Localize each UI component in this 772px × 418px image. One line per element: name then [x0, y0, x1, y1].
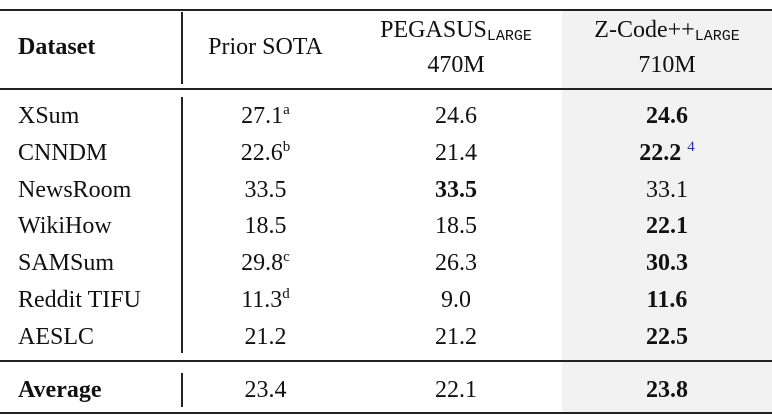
- footnote-mark: a: [283, 102, 290, 118]
- cell-value: 11.3: [241, 287, 283, 313]
- cell: 23.4: [244, 377, 287, 403]
- cell-value: WikiHow: [18, 213, 112, 240]
- cell: CNNDM: [18, 138, 107, 168]
- header-cell: Prior SOTA: [208, 34, 323, 60]
- cell: 21.4: [350, 138, 562, 168]
- cell-value: XSum: [18, 103, 80, 129]
- cell: 24.6: [562, 101, 772, 131]
- cell-value: NewsRoom: [18, 176, 132, 203]
- cell: AESLC: [18, 322, 94, 352]
- header-cell: PEGASUSLARGE: [350, 15, 562, 45]
- cell: 30.3: [562, 248, 772, 278]
- footnote-mark: d: [282, 286, 290, 302]
- cell-value: 9.0: [441, 287, 471, 313]
- cell-value: 22.1: [646, 213, 688, 240]
- bottom-rule: [0, 412, 772, 414]
- cell-value: 18.5: [435, 213, 477, 240]
- model-subscript: LARGE: [694, 28, 740, 45]
- cell: SAMSum: [18, 248, 114, 278]
- cell: 33.5: [350, 175, 562, 205]
- cell: XSum: [18, 101, 79, 131]
- cell: 18.5: [350, 211, 562, 241]
- cell: WikiHow: [18, 211, 112, 241]
- column-divider: [181, 373, 183, 407]
- average-rule: [0, 360, 772, 362]
- cell: 26.3: [350, 248, 562, 278]
- column-divider: [181, 97, 183, 353]
- cell: 21.2: [350, 322, 562, 352]
- cell: 24.6: [350, 101, 562, 131]
- cell: 33.5: [181, 175, 350, 205]
- cell: 22.1: [562, 211, 772, 241]
- column-divider: [181, 12, 183, 84]
- cell-value: 11.6: [646, 287, 688, 313]
- top-rule: [0, 9, 772, 11]
- cell-value: 24.6: [646, 103, 688, 129]
- cell-value: 22.2: [639, 139, 682, 166]
- cell-value: 21.2: [244, 323, 287, 350]
- cell-value: 33.5: [244, 176, 287, 203]
- cell: 11.6: [562, 285, 772, 315]
- cell-value: 27.1: [241, 103, 284, 129]
- cell: 18.5: [181, 211, 350, 241]
- cell: 9.0: [350, 285, 562, 315]
- cell-value: AESLC: [18, 323, 95, 350]
- cell-value: Reddit TIFU: [18, 287, 141, 313]
- cell-value: 33.1: [646, 176, 688, 203]
- footnote-mark: c: [283, 249, 290, 266]
- cell-value: 22.6: [240, 139, 283, 166]
- cell: 22.6b: [181, 138, 350, 168]
- cell-value: CNNDM: [18, 139, 108, 166]
- cell: 29.8c: [181, 248, 350, 278]
- cell: 11.3d: [181, 285, 350, 315]
- cell-value: 24.6: [435, 103, 477, 129]
- header-cell: 710M: [638, 52, 696, 78]
- cell-value: 30.3: [646, 250, 688, 277]
- cell: NewsRoom: [18, 175, 131, 205]
- cell: 21.2: [181, 322, 350, 352]
- header-cell: 470M: [427, 52, 485, 78]
- header-rule: [0, 88, 772, 90]
- header-cell: Z-Code++LARGE: [562, 15, 772, 45]
- model-subscript: LARGE: [486, 28, 532, 45]
- model-name: PEGASUS: [380, 17, 487, 43]
- header-cell: Dataset: [18, 34, 96, 60]
- cell: Reddit TIFU: [18, 285, 141, 315]
- cell-value: 21.2: [435, 323, 477, 350]
- cell: 23.8: [646, 377, 688, 403]
- cell: 22.1: [435, 377, 477, 403]
- cell: 27.1a: [181, 101, 350, 131]
- cell-value: 26.3: [435, 250, 477, 277]
- cell: 22.2 4: [562, 138, 772, 168]
- model-name: Z-Code++: [594, 17, 695, 43]
- cell-value: 18.5: [244, 213, 287, 240]
- cell-value: SAMSum: [18, 250, 115, 277]
- cell-value: 21.4: [435, 139, 477, 166]
- cell: Average: [18, 377, 102, 403]
- highlight-column: [562, 9, 772, 414]
- cell-value: 29.8: [241, 250, 284, 277]
- cell: 22.5: [562, 322, 772, 352]
- cell-value: 22.5: [646, 323, 688, 350]
- cell: 33.1: [562, 175, 772, 205]
- footnote-mark: 4: [687, 138, 695, 155]
- footnote-mark: b: [282, 138, 291, 155]
- cell-value: 33.5: [435, 176, 477, 203]
